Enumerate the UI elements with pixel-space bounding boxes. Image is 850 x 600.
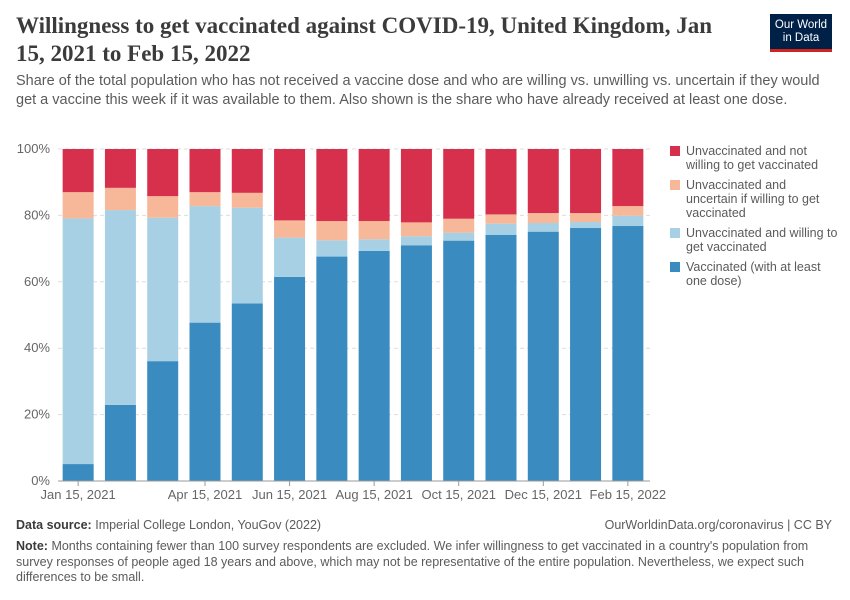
- x-tick-label: Apr 15, 2021: [168, 487, 242, 502]
- y-tick-label: 60%: [24, 274, 50, 289]
- legend-item[interactable]: Vaccinated (with at least one dose): [670, 260, 840, 288]
- bar-segment: [62, 218, 94, 465]
- bar-segment: [316, 256, 348, 481]
- x-tick-label: Jun 15, 2021: [252, 487, 327, 502]
- legend-swatch: [670, 180, 680, 190]
- bar-segment: [485, 223, 517, 235]
- note-label: Note:: [16, 539, 48, 553]
- x-tick-label: Feb 15, 2022: [590, 487, 667, 502]
- bar-segment: [485, 214, 517, 224]
- bar-segment: [189, 149, 221, 193]
- legend-item[interactable]: Unvaccinated and uncertain if willing to…: [670, 178, 840, 220]
- bar-segment: [570, 228, 602, 481]
- legend-item[interactable]: Unvaccinated and willing to get vaccinat…: [670, 226, 840, 254]
- bar-segment: [274, 276, 306, 481]
- legend-item[interactable]: Unvaccinated and not willing to get vacc…: [670, 144, 840, 172]
- bar-segment: [400, 245, 432, 481]
- bar-segment: [274, 149, 306, 221]
- x-tick-label: Dec 15, 2021: [505, 487, 582, 502]
- bar-segment: [147, 217, 179, 362]
- legend-swatch: [670, 228, 680, 238]
- bar-segment: [231, 192, 263, 208]
- y-tick-label: 0%: [31, 473, 50, 488]
- legend-label: Unvaccinated and willing to get vaccinat…: [686, 226, 838, 254]
- chart-title: Willingness to get vaccinated against CO…: [16, 13, 713, 66]
- bar-segment: [570, 149, 602, 214]
- bar-segment: [527, 213, 559, 224]
- x-tick-label: Aug 15, 2021: [335, 487, 412, 502]
- bar-segment: [570, 222, 602, 229]
- chart-subtitle: Share of the total population who has no…: [16, 73, 820, 108]
- legend-label: Unvaccinated and not willing to get vacc…: [686, 144, 819, 172]
- legend: Unvaccinated and not willing to get vacc…: [670, 144, 840, 294]
- bar-segment: [147, 196, 179, 218]
- bar-segment: [570, 213, 602, 223]
- bar-segment: [316, 240, 348, 257]
- bar-segment: [316, 149, 348, 222]
- bar-segment: [485, 149, 517, 215]
- legend-label: Vaccinated (with at least one dose): [686, 260, 821, 288]
- bar-segment: [527, 149, 559, 214]
- y-tick-label: 40%: [24, 340, 50, 355]
- owid-logo[interactable]: Our World in Data: [770, 14, 832, 52]
- bar-segment: [231, 207, 263, 304]
- source-text: Imperial College London, YouGov (2022): [95, 518, 322, 532]
- bar-segment: [147, 361, 179, 481]
- bar-segment: [527, 223, 559, 232]
- bar-segment: [104, 149, 136, 188]
- bar-segment: [612, 149, 644, 207]
- bar-segment: [485, 234, 517, 481]
- bar-segment: [358, 149, 390, 222]
- bar-segment: [62, 149, 94, 193]
- source-url-link[interactable]: OurWorldinData.org/coronavirus | CC BY: [604, 518, 832, 532]
- source-label: Data source:: [16, 518, 92, 532]
- bar-segment: [443, 240, 475, 481]
- y-tick-label: 100%: [17, 141, 51, 156]
- bar-segment: [400, 222, 432, 237]
- bar-segment: [443, 149, 475, 219]
- bar-segment: [358, 221, 390, 240]
- bar-segment: [104, 404, 136, 481]
- bar-segment: [443, 232, 475, 241]
- bar-segment: [358, 250, 390, 481]
- legend-swatch: [670, 262, 680, 272]
- x-tick-label: Oct 15, 2021: [421, 487, 495, 502]
- bar-segment: [400, 149, 432, 223]
- bar-segment: [443, 218, 475, 233]
- bar-segment: [104, 187, 136, 211]
- bar-segment: [527, 231, 559, 481]
- data-source: Data source: Imperial College London, Yo…: [16, 518, 321, 534]
- bar-segment: [231, 303, 263, 481]
- bar-segment: [189, 192, 221, 207]
- bar-segment: [612, 226, 644, 481]
- bar-segment: [104, 210, 136, 405]
- bar-segment: [358, 239, 390, 251]
- x-tick-label: Jan 15, 2021: [41, 487, 116, 502]
- bar-segment: [147, 149, 179, 197]
- y-tick-label: 80%: [24, 207, 50, 222]
- bar-segment: [189, 322, 221, 481]
- bar-segment: [62, 192, 94, 219]
- bar-segment: [274, 220, 306, 238]
- bar-segment: [400, 236, 432, 246]
- y-tick-label: 20%: [24, 407, 50, 422]
- legend-label: Unvaccinated and uncertain if willing to…: [686, 178, 820, 220]
- bar-segment: [612, 206, 644, 216]
- bar-segment: [612, 215, 644, 227]
- bar-segment: [62, 464, 94, 481]
- legend-swatch: [670, 146, 680, 156]
- note: Note: Months containing fewer than 100 s…: [16, 539, 836, 586]
- bar-segment: [316, 221, 348, 241]
- note-text: Months containing fewer than 100 survey …: [16, 539, 809, 584]
- bar-segment: [231, 149, 263, 193]
- bar-segment: [189, 206, 221, 323]
- bar-segment: [274, 237, 306, 277]
